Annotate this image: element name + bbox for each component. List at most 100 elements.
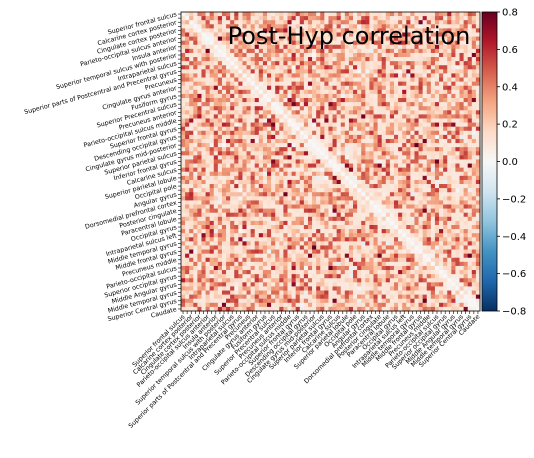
heatmap-cell bbox=[328, 143, 333, 148]
heatmap-cell bbox=[283, 167, 288, 173]
heatmap-cell bbox=[406, 229, 411, 234]
heatmap-cell bbox=[197, 233, 202, 238]
heatmap-cell bbox=[246, 106, 251, 111]
heatmap-cell bbox=[369, 220, 374, 226]
heatmap-cell bbox=[258, 245, 264, 250]
heatmap-cell bbox=[254, 28, 260, 33]
heatmap-cell bbox=[209, 77, 215, 82]
heatmap-cell bbox=[303, 52, 309, 58]
heatmap-cell bbox=[393, 155, 399, 160]
heatmap-cell bbox=[377, 93, 382, 99]
heatmap-cell bbox=[201, 16, 206, 21]
heatmap-cell bbox=[463, 200, 469, 205]
heatmap-cell bbox=[312, 282, 317, 287]
heatmap-cell bbox=[443, 270, 448, 275]
heatmap-cell bbox=[398, 253, 403, 259]
heatmap-cell bbox=[410, 208, 415, 213]
heatmap-cell bbox=[340, 98, 346, 103]
heatmap-cell bbox=[467, 61, 473, 66]
heatmap-cell bbox=[418, 28, 423, 33]
heatmap-cell bbox=[189, 143, 194, 148]
heatmap-cell bbox=[459, 69, 464, 74]
heatmap-cell bbox=[279, 126, 284, 132]
heatmap-cell bbox=[328, 28, 333, 33]
heatmap-cell bbox=[189, 28, 194, 33]
heatmap-cell bbox=[414, 265, 419, 271]
heatmap-cell bbox=[455, 224, 460, 230]
heatmap-cell bbox=[295, 204, 301, 209]
heatmap-cell bbox=[348, 204, 354, 209]
heatmap-cell bbox=[332, 52, 337, 58]
heatmap-cell bbox=[201, 188, 206, 193]
heatmap-cell bbox=[393, 241, 399, 246]
heatmap-cell bbox=[369, 167, 374, 173]
heatmap-cell bbox=[181, 52, 186, 58]
heatmap-cell bbox=[348, 196, 354, 201]
heatmap-cell bbox=[459, 159, 464, 164]
heatmap-cell bbox=[365, 65, 370, 70]
heatmap-cell bbox=[307, 216, 313, 222]
heatmap-cell bbox=[447, 237, 452, 242]
heatmap-cell bbox=[303, 233, 309, 238]
heatmap-cell bbox=[414, 253, 419, 259]
heatmap-cell bbox=[258, 216, 264, 222]
heatmap-cell bbox=[455, 200, 460, 205]
heatmap-cell bbox=[283, 179, 288, 185]
heatmap-cell bbox=[307, 159, 313, 164]
heatmap-cell bbox=[279, 265, 284, 271]
heatmap-cell bbox=[287, 241, 292, 246]
heatmap-cell bbox=[434, 237, 440, 242]
heatmap-cell bbox=[283, 143, 288, 148]
heatmap-cell bbox=[459, 241, 464, 246]
heatmap-cell bbox=[426, 253, 432, 259]
heatmap-cell bbox=[434, 159, 440, 164]
heatmap-cell bbox=[238, 290, 243, 295]
heatmap-cell bbox=[316, 57, 321, 62]
heatmap-cell bbox=[221, 44, 227, 50]
heatmap-cell bbox=[471, 249, 477, 254]
heatmap-cell bbox=[271, 274, 276, 279]
heatmap-cell bbox=[181, 77, 186, 82]
heatmap-cell bbox=[230, 155, 235, 160]
heatmap-cell bbox=[299, 44, 305, 50]
heatmap-cell bbox=[312, 286, 317, 291]
heatmap-cell bbox=[455, 233, 460, 238]
heatmap-cell bbox=[393, 130, 399, 136]
heatmap-cell bbox=[344, 16, 350, 21]
heatmap-cell bbox=[377, 224, 382, 230]
heatmap-cell bbox=[271, 220, 276, 226]
heatmap-cell bbox=[402, 200, 407, 205]
heatmap-cell bbox=[279, 249, 284, 254]
heatmap-cell bbox=[426, 114, 432, 119]
heatmap-cell bbox=[467, 12, 473, 17]
heatmap-cell bbox=[402, 98, 407, 103]
heatmap-cell bbox=[340, 249, 346, 254]
heatmap-cell bbox=[393, 249, 399, 254]
heatmap-cell bbox=[340, 245, 346, 250]
heatmap-cell bbox=[295, 241, 301, 246]
heatmap-cell bbox=[205, 122, 210, 127]
heatmap-cell bbox=[406, 65, 411, 70]
heatmap-cell bbox=[324, 40, 329, 46]
heatmap-cell bbox=[221, 216, 227, 222]
heatmap-cell bbox=[369, 257, 374, 263]
heatmap-cell bbox=[258, 200, 264, 205]
heatmap-cell bbox=[393, 40, 399, 46]
heatmap-cell bbox=[254, 163, 260, 168]
heatmap-cell bbox=[377, 167, 382, 173]
heatmap-cell bbox=[336, 241, 342, 246]
heatmap-cell bbox=[238, 249, 243, 254]
heatmap-cell bbox=[385, 265, 391, 271]
heatmap-cell bbox=[467, 28, 473, 33]
heatmap-cell bbox=[246, 40, 251, 46]
heatmap-cell bbox=[430, 200, 436, 205]
heatmap-cell bbox=[426, 204, 432, 209]
heatmap-cell bbox=[230, 69, 235, 74]
heatmap-cell bbox=[213, 151, 219, 156]
heatmap-cell bbox=[324, 118, 329, 123]
heatmap-cell bbox=[414, 118, 419, 123]
heatmap-cell bbox=[381, 98, 387, 103]
heatmap-cell bbox=[344, 73, 350, 78]
heatmap-cell bbox=[299, 20, 305, 25]
heatmap-cell bbox=[443, 57, 448, 62]
